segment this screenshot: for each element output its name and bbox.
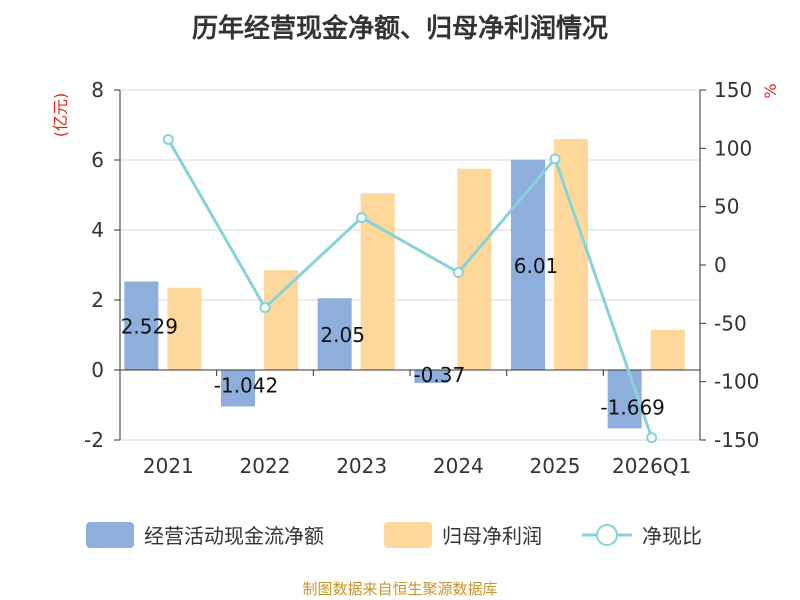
net-profit-bar [360,193,395,370]
net-profit-bar [167,287,202,370]
left-tick-label: 0 [91,358,104,382]
right-tick-label: 50 [714,195,739,219]
ratio-point [646,432,658,444]
data-label: 2.529 [121,315,178,339]
net-profit-bar [554,139,588,370]
category-label: 2024 [433,454,484,478]
ratio-point [452,266,464,278]
right-tick-label: -100 [714,370,759,394]
operating-cash-bar [221,370,255,407]
left-tick-label: 8 [91,78,104,102]
right-tick-label: 0 [714,253,727,277]
right-tick-label: -150 [714,428,759,452]
source-footer: 制图数据来自恒生聚源数据库 [302,580,498,598]
category-label: 2025 [530,454,581,478]
category-label: 2021 [143,454,194,478]
ratio-point [356,212,368,224]
left-tick-label: -2 [84,428,104,452]
left-tick-label: 4 [91,218,104,242]
data-label: -1.042 [214,373,278,397]
legend-net-profit-swatch [384,522,432,548]
net-profit-bar [264,270,298,370]
right-tick-label: -50 [714,311,747,335]
operating-cash-bar [414,370,449,383]
operating-cash-bar [124,281,159,370]
data-label: -0.37 [413,363,465,387]
category-label: 2026Q1 [612,454,691,478]
ratio-point [162,133,174,145]
legend-operating-cash-label: 经营活动现金流净额 [144,524,324,548]
operating-cash-bar [317,298,352,370]
right-tick-label: 100 [714,136,752,160]
legend-ratio-label: 净现比 [642,524,702,548]
category-label: 2022 [240,454,291,478]
operating-cash-bar [511,159,545,370]
net-profit-bar [650,329,685,370]
left-axis-unit: (亿元) [51,93,70,138]
legend-operating-cash-swatch [86,522,134,548]
operating-cash-bar [607,370,642,429]
ratio-point [549,153,561,165]
right-axis-unit: % [761,83,780,98]
ratio-line [167,138,654,439]
legend-net-profit-label: 归母净利润 [442,524,542,548]
left-tick-label: 2 [91,288,104,312]
left-tick-label: 6 [91,148,104,172]
ratio-point [259,302,271,314]
data-label: -1.669 [600,395,664,419]
data-label: 2.05 [320,323,365,347]
legend-ratio-swatch-marker [596,524,618,546]
data-label: 6.01 [514,254,559,278]
net-profit-bar [457,168,492,370]
chart-title: 历年经营现金净额、归母净利润情况 [191,14,608,44]
category-label: 2023 [336,454,387,478]
right-tick-label: 150 [714,78,752,102]
